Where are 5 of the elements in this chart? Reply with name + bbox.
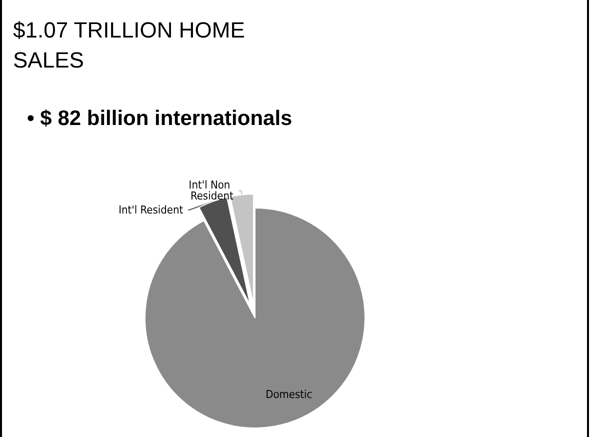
slice-label: Int'l Non Resident xyxy=(188,178,234,203)
chart-title: $1.07 TRILLION HOME SALES xyxy=(13,18,252,72)
slice-label: Domestic xyxy=(266,388,312,401)
slice-label: Int'l Resident xyxy=(118,203,184,216)
chart-subtitle: • $ 82 billion internationals xyxy=(27,107,292,130)
